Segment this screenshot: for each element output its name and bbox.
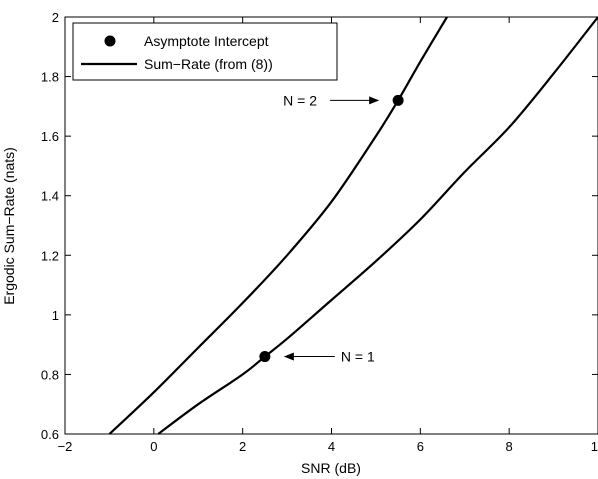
annotation-n1-label: N = 1	[341, 349, 375, 365]
y-tick-label: 0.6	[41, 427, 59, 442]
y-tick-label: 1.4	[41, 189, 59, 204]
x-axis-label: SNR (dB)	[301, 460, 361, 476]
y-tick-label: 0.8	[41, 367, 59, 382]
legend: Asymptote Intercept Sum−Rate (from (8))	[72, 22, 338, 81]
x-tick-label: 8	[506, 439, 513, 454]
annotations-layer: N = 2 N = 1	[283, 92, 380, 365]
y-tick-label: 1.6	[41, 129, 59, 144]
legend-line-label: Sum−Rate (from (8))	[144, 56, 273, 72]
x-tick-label: 0	[150, 439, 157, 454]
x-tick-label: 2	[239, 439, 246, 454]
legend-marker-symbol	[104, 35, 116, 47]
ticks-layer: −2 0 2 4 6 8 10 0.6 0.8 1 1.2 1.4 1.6 1.8 2	[41, 10, 598, 454]
y-tick-label: 1	[52, 308, 59, 323]
plot-area	[64, 16, 598, 435]
asymptote-intercept-marker	[392, 94, 404, 106]
sum-rate-curve-n2	[108, 16, 448, 435]
legend-box	[72, 22, 338, 81]
x-tick-label: 10	[591, 439, 598, 454]
asymptote-intercept-marker	[259, 351, 271, 363]
y-tick-label: 2	[52, 10, 59, 25]
x-tick-label: 4	[328, 439, 335, 454]
y-tick-label: 1.2	[41, 248, 59, 263]
y-axis-label: Ergodic Sum−Rate (nats)	[1, 147, 17, 305]
legend-marker-label: Asymptote Intercept	[144, 33, 269, 49]
sum-rate-curve-n1	[157, 16, 598, 435]
annotation-n2-label: N = 2	[283, 92, 317, 108]
curves-layer	[108, 16, 598, 435]
x-tick-label: −2	[58, 439, 73, 454]
y-tick-label: 1.8	[41, 70, 59, 85]
markers-layer	[259, 94, 404, 363]
x-tick-label: 6	[417, 439, 424, 454]
